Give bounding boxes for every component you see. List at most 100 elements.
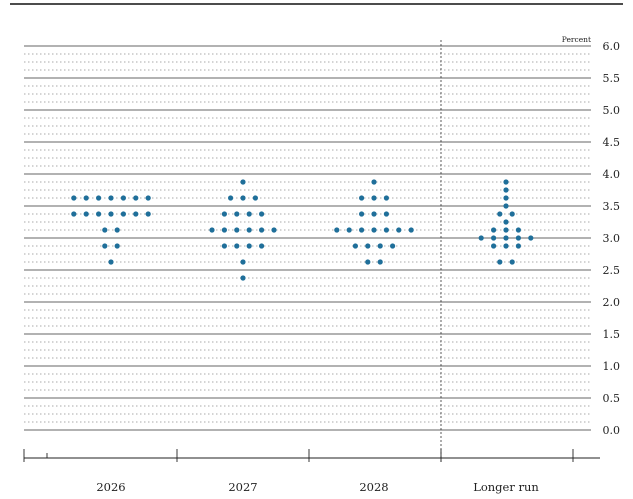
- data-dot: [246, 243, 252, 249]
- data-dot: [108, 211, 114, 217]
- data-dot: [503, 243, 509, 249]
- data-dot: [503, 203, 509, 209]
- data-dot: [240, 259, 246, 265]
- data-dot: [359, 227, 365, 233]
- data-dot: [377, 259, 383, 265]
- data-dot: [102, 227, 108, 233]
- data-dot: [252, 195, 258, 201]
- y-tick-label: 1.5: [603, 328, 621, 341]
- data-dot: [145, 211, 151, 217]
- data-dot: [390, 243, 396, 249]
- data-dot: [120, 211, 126, 217]
- y-tick-label: 5.5: [603, 72, 621, 85]
- data-dot: [259, 211, 265, 217]
- y-tick-label: 0.5: [603, 392, 621, 405]
- data-dot: [133, 211, 139, 217]
- y-tick-label: 6.0: [603, 40, 621, 53]
- x-category-label: 2028: [359, 480, 388, 494]
- data-dot: [240, 179, 246, 185]
- data-dot: [509, 211, 515, 217]
- data-dot: [133, 195, 139, 201]
- data-dot: [383, 211, 389, 217]
- data-dot: [102, 243, 108, 249]
- data-dot: [478, 235, 484, 241]
- data-dot: [96, 211, 102, 217]
- y-tick-label: 1.0: [603, 360, 621, 373]
- data-dot: [259, 243, 265, 249]
- data-dot: [359, 195, 365, 201]
- data-dot: [371, 195, 377, 201]
- grid-lines: [24, 45, 591, 431]
- axes: [10, 3, 623, 464]
- data-dot: [246, 227, 252, 233]
- y-tick-label: 0.0: [603, 424, 621, 437]
- data-dots: [71, 179, 534, 281]
- data-dot: [352, 243, 358, 249]
- data-dot: [383, 227, 389, 233]
- data-dot: [246, 211, 252, 217]
- data-dot: [365, 259, 371, 265]
- data-dot: [221, 211, 227, 217]
- data-dot: [145, 195, 151, 201]
- y-tick-label: 3.5: [603, 200, 621, 213]
- data-dot: [509, 259, 515, 265]
- data-dot: [346, 227, 352, 233]
- data-dot: [503, 219, 509, 225]
- data-dot: [209, 227, 215, 233]
- data-dot: [497, 211, 503, 217]
- data-dot: [83, 195, 89, 201]
- data-dot: [228, 195, 234, 201]
- y-tick-label: 3.0: [603, 232, 621, 245]
- data-dot: [221, 227, 227, 233]
- data-dot: [503, 235, 509, 241]
- data-dot: [515, 235, 522, 241]
- data-dot: [234, 227, 240, 233]
- y-tick-label: 4.0: [603, 168, 621, 181]
- data-dot: [491, 235, 497, 241]
- x-category-label: 2026: [96, 480, 125, 494]
- data-dot: [371, 211, 377, 217]
- data-dot: [108, 259, 114, 265]
- data-dot: [221, 243, 227, 249]
- data-dot: [528, 235, 534, 241]
- data-dot: [259, 227, 265, 233]
- data-dot: [120, 195, 126, 201]
- data-dot: [114, 227, 120, 233]
- data-dot: [83, 211, 89, 217]
- data-dot: [71, 195, 77, 201]
- data-dot: [396, 227, 402, 233]
- data-dot: [114, 243, 120, 249]
- data-dot: [96, 195, 102, 201]
- x-category-label: Longer run: [473, 480, 539, 494]
- data-dot: [371, 227, 377, 233]
- data-dot: [408, 227, 414, 233]
- data-dot: [491, 243, 497, 249]
- axis-labels: Percent 0.0 0.5 1.0 1.5 2.0 2.5 3.0 3.5 4.0 4.5 5.…: [96, 35, 620, 494]
- data-dot: [240, 195, 246, 201]
- data-dot: [359, 211, 365, 217]
- data-dot: [503, 179, 509, 185]
- data-dot: [377, 243, 383, 249]
- data-dot: [515, 227, 522, 233]
- data-dot: [491, 227, 497, 233]
- y-axis-unit-label: Percent: [562, 35, 591, 44]
- data-dot: [71, 211, 77, 217]
- data-dot: [503, 195, 509, 201]
- data-dot: [503, 227, 509, 233]
- data-dot: [234, 211, 240, 217]
- data-dot: [108, 195, 114, 201]
- data-dot: [503, 187, 509, 193]
- data-dot: [515, 243, 522, 249]
- data-dot: [497, 259, 503, 265]
- data-dot: [240, 275, 246, 281]
- y-tick-label: 2.5: [603, 264, 621, 277]
- x-category-label: 2027: [228, 480, 257, 494]
- data-dot: [365, 243, 371, 249]
- data-dot: [234, 243, 240, 249]
- data-dot: [383, 195, 389, 201]
- y-tick-label: 4.5: [603, 136, 621, 149]
- y-tick-label: 2.0: [603, 296, 621, 309]
- data-dot: [271, 227, 277, 233]
- y-tick-label: 5.0: [603, 104, 621, 117]
